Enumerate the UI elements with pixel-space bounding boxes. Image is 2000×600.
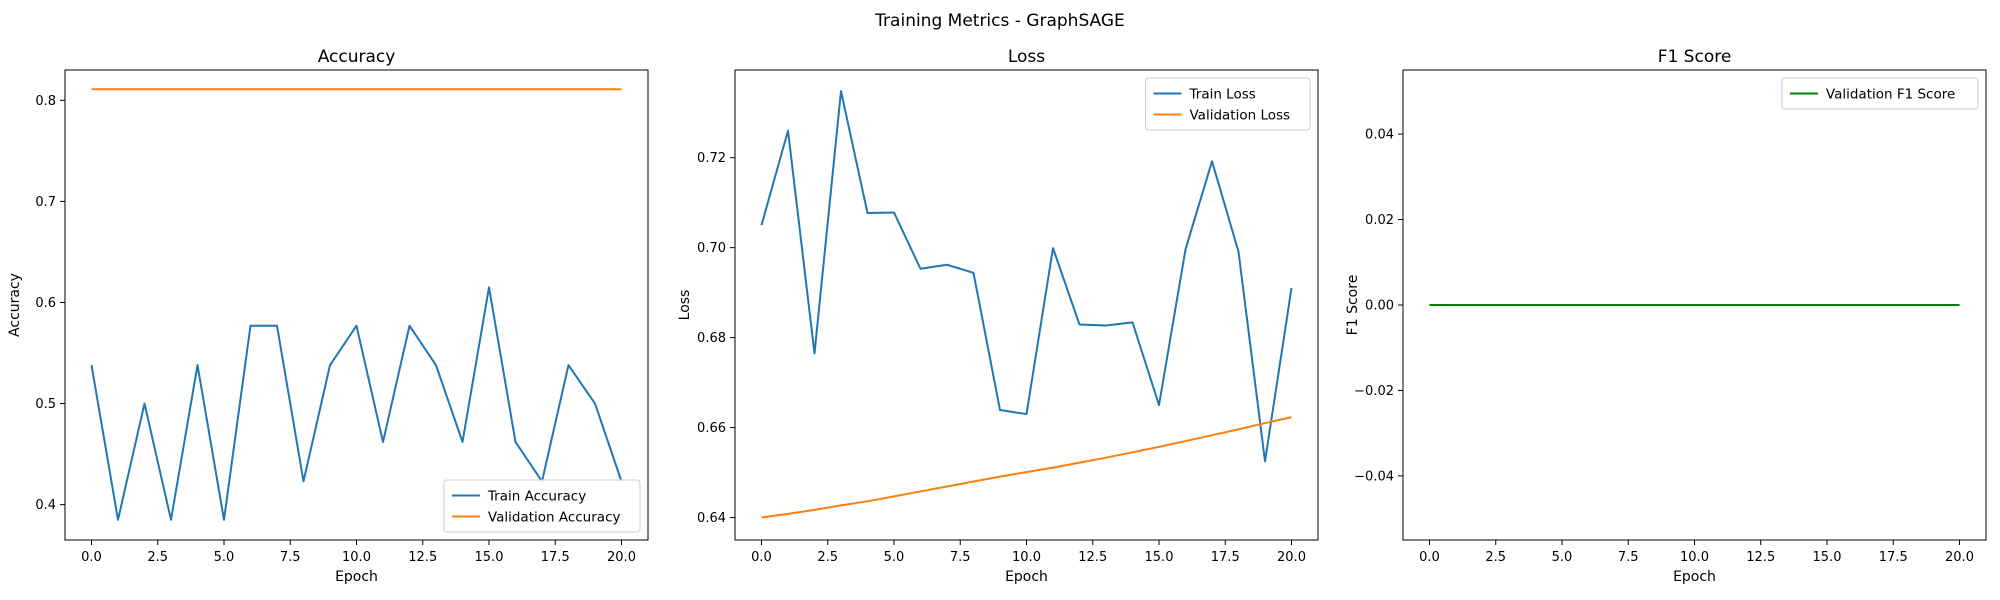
loss-x-tick-label: 17.5 xyxy=(1211,550,1240,565)
loss-axes-title: Loss xyxy=(1008,47,1045,67)
f1-legend: Validation F1 Score xyxy=(1781,77,1979,110)
f1-y-tick-label: 0.04 xyxy=(1365,128,1394,143)
loss-legend-label: Train Loss xyxy=(1189,87,1256,103)
accuracy-x-tick-label: 15.0 xyxy=(475,550,504,565)
loss-legend-box xyxy=(1145,77,1311,131)
accuracy-x-tick-label: 20.0 xyxy=(607,550,636,565)
accuracy-x-tick-label: 5.0 xyxy=(214,550,235,565)
loss-y-tick-label: 0.66 xyxy=(697,421,726,436)
f1-y-tick-label: −0.02 xyxy=(1354,384,1394,399)
f1-x-tick-label: 2.5 xyxy=(1485,550,1506,565)
accuracy-axes-frame xyxy=(64,69,649,541)
f1-x-tick-label: 10.0 xyxy=(1680,550,1709,565)
f1-x-tick-label: 12.5 xyxy=(1746,550,1775,565)
accuracy-y-tick-label: 0.4 xyxy=(35,498,56,513)
f1-y-tick-label: 0.00 xyxy=(1365,299,1394,314)
accuracy-y-tick-label: 0.7 xyxy=(35,195,56,210)
f1-x-axis-label: Epoch xyxy=(1673,569,1716,585)
f1-legend-box xyxy=(1781,77,1979,110)
f1-x-tick-label: 0.0 xyxy=(1419,550,1440,565)
axes-f1: 0.0 2.5 5.0 7.5 10.0 12.5 15.0 17.5 20.0 −0.04 −0.… xyxy=(1345,47,1987,585)
f1-legend-label: Validation F1 Score xyxy=(1826,87,1955,103)
accuracy-x-tick-label: 0.0 xyxy=(81,550,102,565)
loss-x-tick-label: 10.0 xyxy=(1012,550,1041,565)
loss-y-axis-label: Loss xyxy=(677,290,693,321)
accuracy-legend-box xyxy=(443,479,641,533)
accuracy-legend: Train Accuracy Validation Accuracy xyxy=(443,479,641,533)
f1-x-tick-label: 7.5 xyxy=(1618,550,1639,565)
loss-series-line-validation-loss xyxy=(761,416,1292,519)
loss-axes-frame xyxy=(734,69,1319,541)
accuracy-x-tick-label: 10.0 xyxy=(342,550,371,565)
loss-x-tick-label: 5.0 xyxy=(884,550,905,565)
f1-x-tick-label: 15.0 xyxy=(1813,550,1842,565)
figure-title: Training Metrics - GraphSAGE xyxy=(874,11,1125,31)
f1-y-axis-label: F1 Score xyxy=(1345,275,1361,336)
loss-y-tick-label: 0.72 xyxy=(697,151,726,166)
loss-x-tick-label: 12.5 xyxy=(1078,550,1107,565)
axes-loss: 0.0 2.5 5.0 7.5 10.0 12.5 15.0 17.5 20.0 0.64 0.66… xyxy=(677,47,1319,585)
accuracy-x-tick-label: 2.5 xyxy=(147,550,168,565)
f1-y-tick-label: 0.02 xyxy=(1365,213,1394,228)
f1-x-tick-label: 5.0 xyxy=(1552,550,1573,565)
loss-x-tick-label: 2.5 xyxy=(817,550,838,565)
f1-x-tick-label: 20.0 xyxy=(1945,550,1974,565)
loss-legend-label: Validation Loss xyxy=(1190,108,1291,124)
accuracy-series-line-train-accuracy xyxy=(90,286,623,521)
accuracy-axes-title: Accuracy xyxy=(318,47,396,67)
f1-y-tick-label: −0.04 xyxy=(1354,469,1394,484)
accuracy-legend-label: Train Accuracy xyxy=(487,489,586,505)
loss-x-axis-label: Epoch xyxy=(1005,569,1048,585)
accuracy-y-axis-label: Accuracy xyxy=(7,273,23,337)
accuracy-y-tick-label: 0.5 xyxy=(35,397,56,412)
accuracy-x-tick-label: 17.5 xyxy=(541,550,570,565)
f1-axes-title: F1 Score xyxy=(1658,47,1732,67)
loss-y-tick-label: 0.64 xyxy=(697,511,726,526)
accuracy-y-tick-label: 0.8 xyxy=(35,94,56,109)
loss-series-line-train-loss xyxy=(760,90,1293,463)
accuracy-legend-label: Validation Accuracy xyxy=(488,510,621,526)
accuracy-x-tick-label: 7.5 xyxy=(280,550,301,565)
loss-y-tick-label: 0.70 xyxy=(697,241,726,256)
loss-x-tick-label: 7.5 xyxy=(950,550,971,565)
accuracy-x-tick-label: 12.5 xyxy=(408,550,437,565)
loss-legend: Train Loss Validation Loss xyxy=(1145,77,1311,131)
loss-x-tick-label: 15.0 xyxy=(1145,550,1174,565)
accuracy-x-axis-label: Epoch xyxy=(335,569,378,585)
loss-y-tick-label: 0.68 xyxy=(697,331,726,346)
accuracy-y-tick-label: 0.6 xyxy=(35,296,56,311)
f1-x-tick-label: 17.5 xyxy=(1879,550,1908,565)
loss-x-tick-label: 20.0 xyxy=(1277,550,1306,565)
loss-x-tick-label: 0.0 xyxy=(751,550,772,565)
axes-accuracy: 0.0 2.5 5.0 7.5 10.0 12.5 15.0 17.5 20.0 0.4 0.5 0.… xyxy=(7,47,649,585)
